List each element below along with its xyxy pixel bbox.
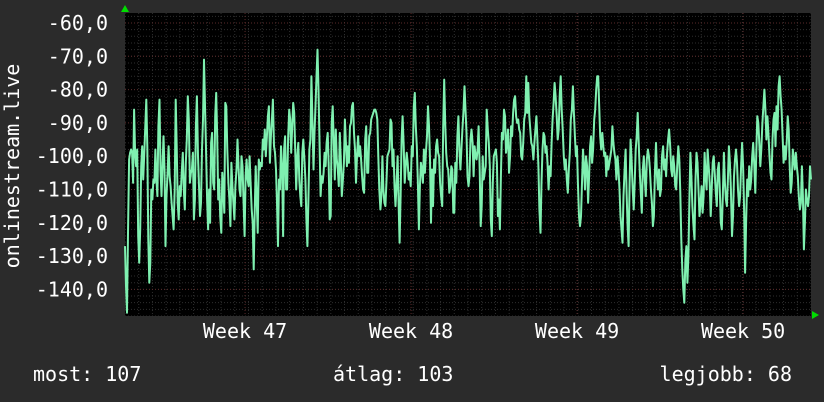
y-tick-label: -90,0 <box>48 111 108 135</box>
x-tick-label: Week 50 <box>701 319 785 343</box>
series-line <box>124 48 812 314</box>
x-tick-label: Week 48 <box>369 319 453 343</box>
chart: -60,0 -70,0 -80,0 -90,0 -100,0 -110,0 -120,0 -1… <box>0 5 819 343</box>
y-axis-arrow <box>121 5 129 12</box>
y-tick-label: -120,0 <box>36 211 108 235</box>
x-tick-label: Week 49 <box>535 319 619 343</box>
y-tick-label: -110,0 <box>36 177 108 201</box>
grid <box>124 13 812 317</box>
current-value: most: 107 <box>33 362 142 386</box>
y-axis-ticks: -60,0 -70,0 -80,0 -90,0 -100,0 -110,0 -120,0 -1… <box>36 11 108 301</box>
best-value: legjobb: 68 <box>659 362 792 386</box>
y-tick-label: -80,0 <box>48 78 108 102</box>
y-axis-label: onlinestream.live <box>0 64 24 269</box>
x-axis-arrow <box>812 311 819 319</box>
y-tick-label: -140,0 <box>36 277 108 301</box>
y-tick-label: -70,0 <box>48 44 108 68</box>
x-tick-label: Week 47 <box>203 319 287 343</box>
y-tick-label: -130,0 <box>36 244 108 268</box>
average-value: átlag: 103 <box>333 362 454 386</box>
x-axis-ticks: Week 47 Week 48 Week 49 Week 50 <box>203 319 785 343</box>
y-tick-label: -100,0 <box>36 144 108 168</box>
y-tick-label: -60,0 <box>48 11 108 35</box>
